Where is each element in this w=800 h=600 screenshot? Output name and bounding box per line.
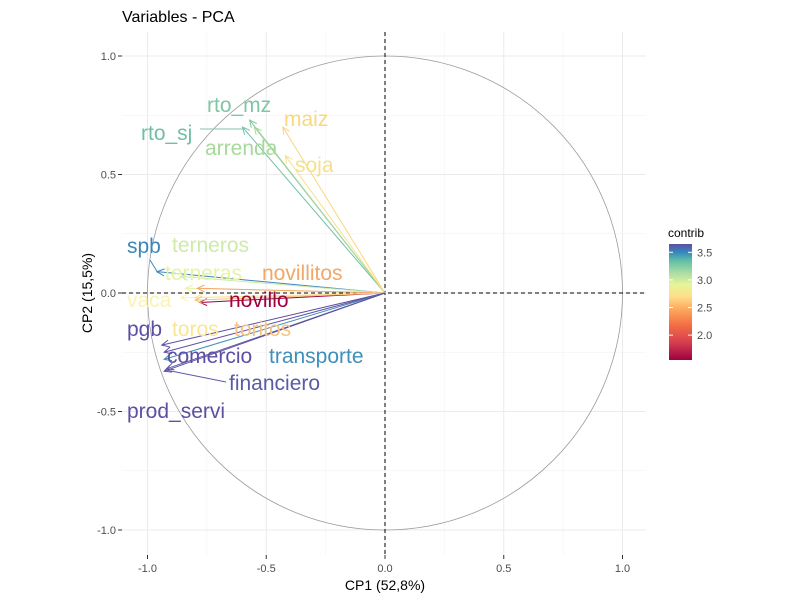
x-axis-title: CP1 (52,8%) [345,577,425,593]
arrow-novillitos [196,284,386,294]
y-axis-ticks: -1.0 -0.5 0.0 0.5 1.0 [97,51,122,537]
arrow-transporte [163,292,386,362]
label-prod_servi: prod_servi [127,400,225,423]
x-tick-label: 0.5 [496,563,511,575]
variable-labels: rto_mz rto_sj maiz arrenda soja spb terneros te… [127,94,364,423]
label-toros: toros [172,318,219,341]
arrow-toritos [193,292,386,304]
label-maiz: maiz [284,108,328,131]
y-tick-label: 0.0 [101,288,116,300]
x-tick-label: -0.5 [257,563,276,575]
y-tick-label: -1.0 [97,525,116,537]
label-novillo: novillo [229,289,289,312]
label-spb: spb [127,235,161,258]
arrow-head [253,126,262,136]
arrow-head [179,273,189,281]
arrow-terneros [179,273,386,294]
arrow-maiz [282,126,386,294]
legend-title: contrib [668,226,704,240]
arrow-comercio [163,292,386,355]
label-financiero: financiero [229,372,320,395]
variable-arrows [155,119,386,373]
label-comercio: comercio [167,345,252,368]
arrow-prod_servi [163,292,386,373]
label-leader-financiero [165,369,227,383]
label-novillitos: novillitos [262,262,343,285]
x-tick-label: -1.0 [138,563,157,575]
label-rto_mz: rto_mz [207,94,271,117]
label-terneros: terneros [172,234,249,257]
arrow-shaft [282,126,386,294]
arrow-shaft [197,287,386,294]
y-tick-label: 1.0 [101,51,116,63]
arrow-head [193,295,203,304]
legend-colorbar [669,244,692,360]
arrow-soja [284,154,386,294]
legend-tick-label: 3.5 [697,247,712,259]
arrow-shaft [242,126,386,294]
arrow-head [248,119,258,128]
y-tick-label: -0.5 [97,407,116,419]
label-terneras: terneras [165,262,242,285]
x-axis-ticks: -1.0 -0.5 0.0 0.5 1.0 [138,555,630,575]
x-tick-label: 1.0 [615,563,630,575]
legend-tick-label: 2.0 [697,330,712,342]
arrow-shaft [284,155,386,294]
arrow-head [184,284,193,293]
arrow-shaft [163,292,386,360]
arrow-shaft [253,126,386,294]
legend-tick-label: 2.5 [697,303,712,315]
label-rto_sj: rto_sj [141,122,192,145]
arrow-head [179,293,189,302]
legend-ticks: 2.0 2.5 3.0 3.5 [669,247,712,342]
arrow-head [282,126,290,136]
label-leader-spb [149,259,159,274]
arrow-head [160,339,170,348]
label-soja: soja [295,154,334,177]
arrow-shaft [161,292,386,346]
arrow-head [284,154,293,164]
label-toritos: toritos [234,318,291,341]
arrow-shaft [163,292,386,353]
legend-tick-label: 3.0 [697,275,712,287]
arrow-head [163,365,173,373]
chart-title: Variables - PCA [122,9,235,26]
arrow-shaft [163,292,386,372]
arrow-shaft [180,275,386,294]
y-tick-label: 0.5 [101,170,116,182]
label-transporte: transporte [269,345,364,368]
arrow-head [241,126,251,135]
label-arrenda: arrenda [205,137,278,160]
arrow-head [163,353,173,362]
y-axis-title: CP2 (15,5%) [79,253,95,333]
label-vaca: vaca [127,289,172,312]
arrow-arrenda [253,126,386,294]
label-pgb: pgb [127,318,162,341]
arrow-head [196,284,205,293]
arrow-rto_sj [241,126,386,294]
arrow-head [163,346,173,355]
contrib-legend: contrib 2.0 2.5 3.0 3.5 [668,226,712,360]
arrow-shaft [194,292,386,301]
x-tick-label: 0.0 [377,563,392,575]
arrow-pgb [160,292,386,348]
